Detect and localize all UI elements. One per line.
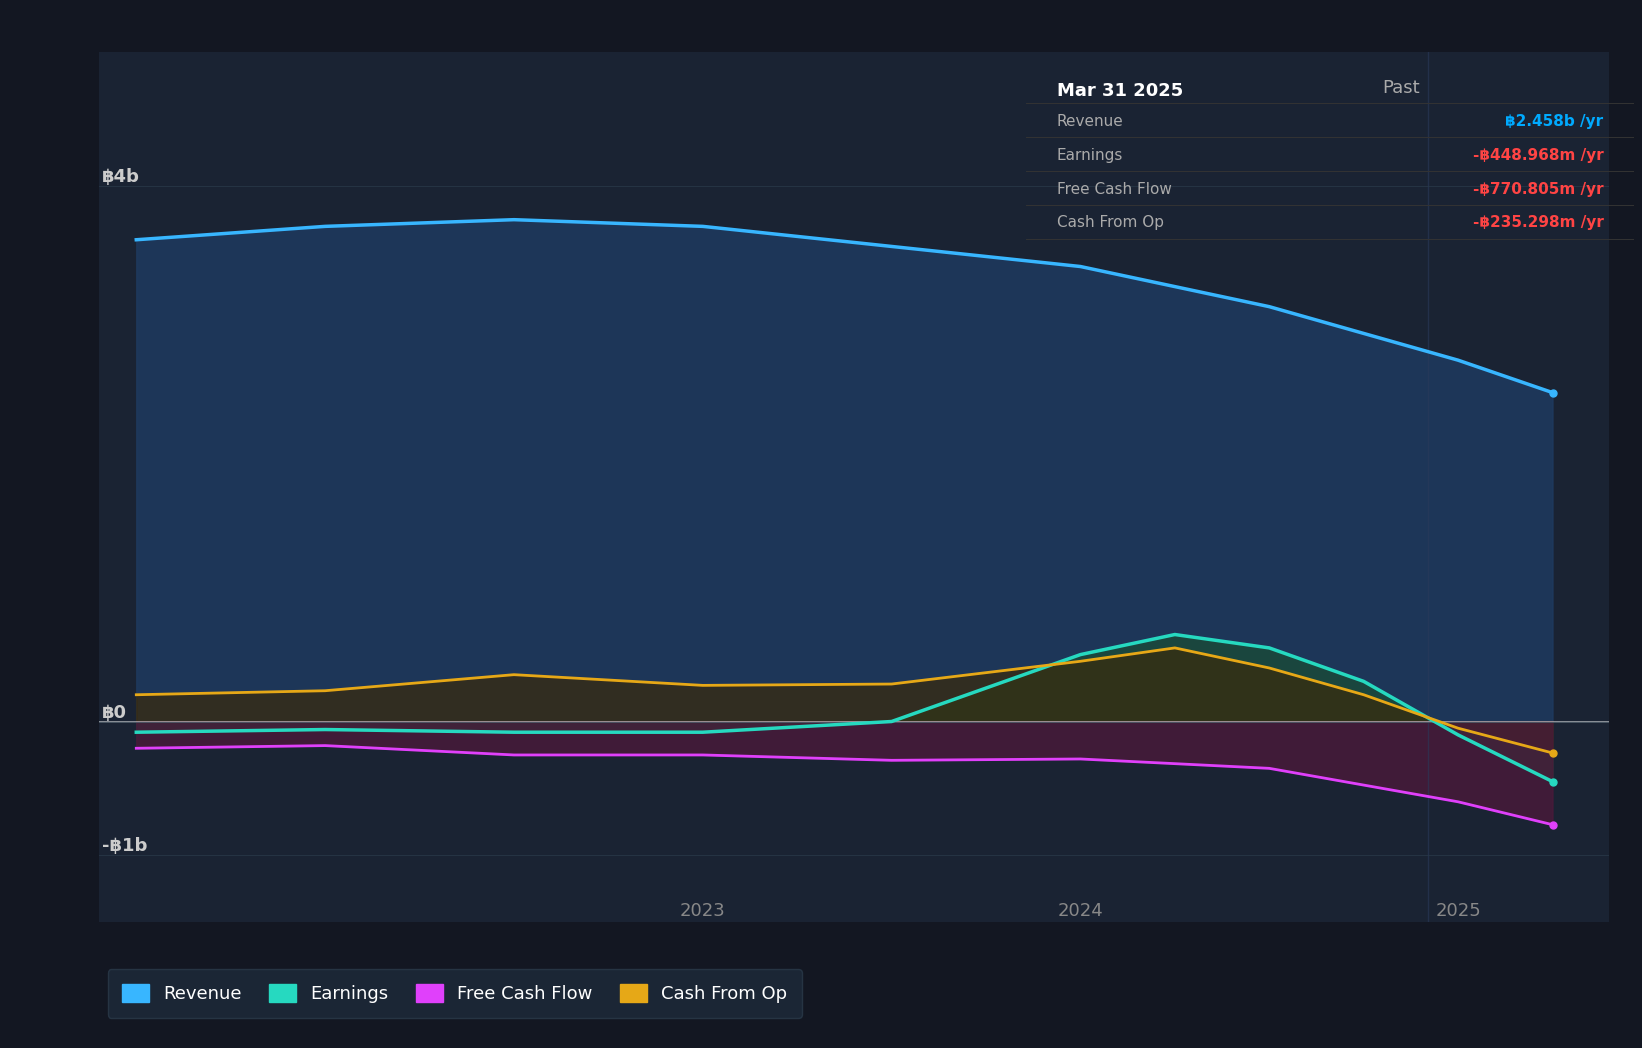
Text: Revenue: Revenue <box>1057 114 1123 129</box>
Text: 2023: 2023 <box>680 901 726 919</box>
Text: -฿770.805m /yr: -฿770.805m /yr <box>1473 181 1603 197</box>
Text: -฿235.298m /yr: -฿235.298m /yr <box>1473 216 1603 231</box>
Text: Free Cash Flow: Free Cash Flow <box>1057 181 1171 197</box>
Text: -฿448.968m /yr: -฿448.968m /yr <box>1473 148 1603 162</box>
Text: ฿0: ฿0 <box>102 703 128 721</box>
Text: ฿4b: ฿4b <box>102 169 140 187</box>
Text: Earnings: Earnings <box>1057 148 1123 162</box>
Legend: Revenue, Earnings, Free Cash Flow, Cash From Op: Revenue, Earnings, Free Cash Flow, Cash … <box>107 969 801 1018</box>
Text: 2024: 2024 <box>1057 901 1103 919</box>
Text: 2025: 2025 <box>1435 901 1481 919</box>
Text: -฿1b: -฿1b <box>102 837 148 855</box>
Text: Past: Past <box>1383 80 1420 97</box>
Text: Mar 31 2025: Mar 31 2025 <box>1057 82 1182 100</box>
Text: ฿2.458b /yr: ฿2.458b /yr <box>1506 114 1603 129</box>
Text: Cash From Op: Cash From Op <box>1057 216 1164 231</box>
